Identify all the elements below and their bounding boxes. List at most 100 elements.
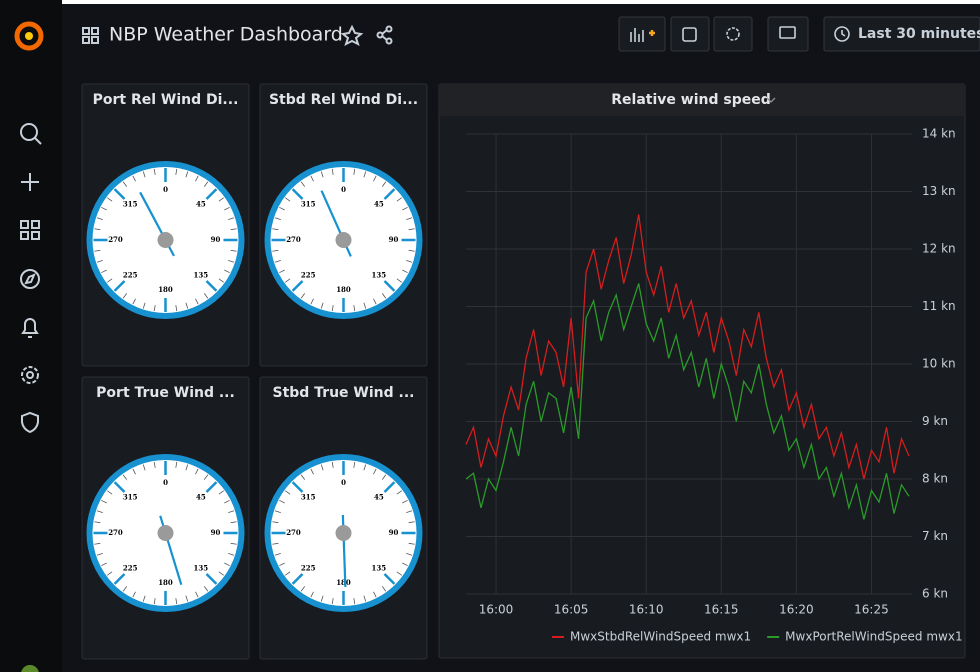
y-tick-label: 14 kn xyxy=(922,127,956,141)
gauge-minor-tick xyxy=(300,181,306,187)
x-tick-label: 16:20 xyxy=(779,603,814,617)
time-picker[interactable] xyxy=(823,16,980,52)
gauge-minor-tick xyxy=(396,278,402,283)
grafana-logo[interactable] xyxy=(14,21,44,51)
icon-part xyxy=(385,37,393,45)
gauge-minor-tick xyxy=(224,206,230,211)
gauge-minor-tick xyxy=(396,490,402,495)
gauge-minor-tick xyxy=(402,269,408,274)
gauge-minor-tick xyxy=(195,591,199,598)
gauge-minor-tick xyxy=(142,464,146,471)
gauge-major-tick xyxy=(205,573,218,585)
gauge-minor-tick xyxy=(218,571,224,576)
star-icon[interactable] xyxy=(340,24,364,46)
panel-title[interactable]: Stbd True Wind ... xyxy=(272,385,414,401)
panel-title[interactable]: Stbd Rel Wind Di... xyxy=(269,92,418,108)
panel-title[interactable]: Port True Wind ... xyxy=(96,385,235,401)
gauge-minor-tick xyxy=(331,305,334,312)
configuration-icon[interactable] xyxy=(21,366,39,384)
gauge-minor-tick xyxy=(408,228,415,231)
gauge-minor-tick xyxy=(331,461,334,468)
gauge-minor-tick xyxy=(175,168,178,175)
gauge-hub xyxy=(335,525,352,541)
gauge-major-tick xyxy=(383,188,396,200)
icon-part xyxy=(21,366,39,384)
admin-icon[interactable] xyxy=(21,411,39,434)
gauge-major-tick xyxy=(113,280,126,292)
gauge-minor-tick xyxy=(406,260,413,263)
dashboard-title: NBP Weather Dashboard xyxy=(109,24,343,46)
panel-menu-caret[interactable] xyxy=(766,97,776,103)
icon-part xyxy=(91,27,99,35)
gauge-minor-tick xyxy=(396,197,402,202)
gauge-minor-tick xyxy=(175,305,178,312)
gauge-minor-tick xyxy=(381,293,387,299)
time-range[interactable]: Last 30 minutes xyxy=(858,26,980,42)
gauge-scale-label: 180 xyxy=(158,578,173,587)
create-icon[interactable] xyxy=(21,173,39,191)
gauge-minor-tick xyxy=(353,305,356,312)
add-panel-button[interactable] xyxy=(618,16,666,52)
gauge-scale-label: 270 xyxy=(108,235,123,244)
panel-frame xyxy=(438,83,966,659)
gauge-major-tick xyxy=(291,481,304,493)
panel-title[interactable]: Port Rel Wind Di... xyxy=(93,92,239,108)
gauge-minor-tick xyxy=(101,562,107,567)
gauge-minor-tick xyxy=(310,298,314,305)
gauge-scale-label: 0 xyxy=(341,185,346,194)
save-button[interactable] xyxy=(670,16,710,52)
apps-icon[interactable] xyxy=(82,27,99,44)
dashboards-icon[interactable] xyxy=(20,220,40,240)
gauge-minor-tick xyxy=(101,269,107,274)
gauge-minor-tick xyxy=(195,298,199,305)
gauge-minor-tick xyxy=(279,562,285,567)
gauge-minor-tick xyxy=(320,171,324,178)
gauge-minor-tick xyxy=(285,197,291,202)
gauge-minor-tick xyxy=(94,249,101,252)
gauge-minor-tick xyxy=(331,598,334,605)
series-line xyxy=(465,283,910,520)
gauge-minor-tick xyxy=(310,175,314,182)
gauge-scale-label: 90 xyxy=(211,528,221,537)
gauge-minor-tick xyxy=(373,468,377,475)
y-tick-label: 12 kn xyxy=(922,242,956,256)
gauge-minor-tick xyxy=(285,490,291,495)
icon-part xyxy=(82,27,90,35)
gauge-minor-tick xyxy=(230,542,237,545)
gauge-minor-tick xyxy=(203,474,209,480)
gauge-major-tick xyxy=(291,573,304,585)
gauge-scale-label: 135 xyxy=(372,563,387,572)
gauge-major-tick xyxy=(113,481,126,493)
y-tick-label: 8 kn xyxy=(922,472,948,486)
gauge-minor-tick xyxy=(203,181,209,187)
gauge-minor-tick xyxy=(285,571,291,576)
gauge-minor-tick xyxy=(107,278,113,283)
gauge-minor-tick xyxy=(279,269,285,274)
gauge-minor-tick xyxy=(274,217,281,220)
panel-title[interactable]: Relative wind speed xyxy=(611,92,770,108)
share-icon[interactable] xyxy=(376,25,393,45)
gauge-minor-tick xyxy=(228,510,235,513)
user-avatar[interactable] xyxy=(21,665,39,672)
gauge-scale-label: 180 xyxy=(336,285,351,294)
explore-icon[interactable] xyxy=(20,269,40,289)
gauge-major-tick xyxy=(205,481,218,493)
gauge-major-tick xyxy=(383,573,396,585)
icon-part xyxy=(385,25,393,33)
search-icon[interactable] xyxy=(20,123,42,145)
gauge-minor-tick xyxy=(122,181,128,187)
legend-label[interactable]: MwxStbdRelWindSpeed mwx1 xyxy=(570,630,751,644)
gauge-minor-tick xyxy=(408,249,415,252)
legend-label[interactable]: MwxPortRelWindSpeed mwx1 xyxy=(785,630,962,644)
gauge-minor-tick xyxy=(224,269,230,274)
gauge-scale-label: 225 xyxy=(301,563,316,572)
view-mode-button[interactable] xyxy=(767,16,809,52)
alerting-icon[interactable] xyxy=(21,318,39,338)
icon-part xyxy=(20,123,38,141)
gauge-minor-tick xyxy=(175,598,178,605)
gauge-minor-tick xyxy=(185,595,189,602)
gauge-minor-tick xyxy=(320,595,324,602)
settings-button[interactable] xyxy=(713,16,753,52)
gauge-minor-tick xyxy=(175,461,178,468)
